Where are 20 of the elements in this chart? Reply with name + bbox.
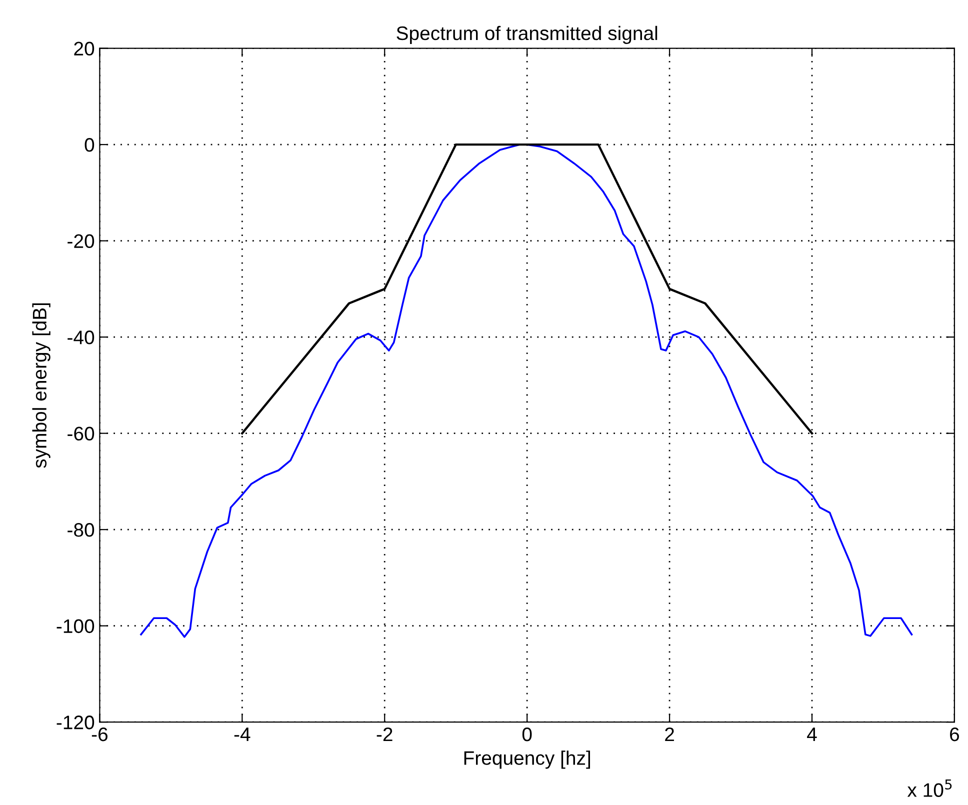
y-tick-label: 20 [74,42,94,56]
y-tick-label: -80 [68,523,94,537]
x-tick-label: -2 [376,727,392,742]
line-series [140,144,913,638]
x-axis-title: Frequency [hz] [464,750,590,769]
y-tick-label: -120 [56,716,94,730]
y-tick-label: -20 [68,234,94,248]
y-tick-label: 0 [84,138,94,152]
text: x 10$^{5}$ [907,779,952,797]
x-tick-label: -4 [234,728,250,742]
x-tick-label: 2 [665,727,674,742]
x-tick-label: -6 [92,727,108,742]
y-tick-label: -40 [68,330,94,344]
x-tick-label: 6 [950,727,959,742]
x-tick-label: 0 [522,727,532,742]
x-tick-label: 4 [807,728,817,742]
y-tick-label: -60 [68,426,94,441]
y-axis-title: symbol energy [dB] [32,303,50,468]
chart-title: Spectrum of transmitted signal [396,26,658,44]
y-tick-label: -100 [56,619,94,634]
